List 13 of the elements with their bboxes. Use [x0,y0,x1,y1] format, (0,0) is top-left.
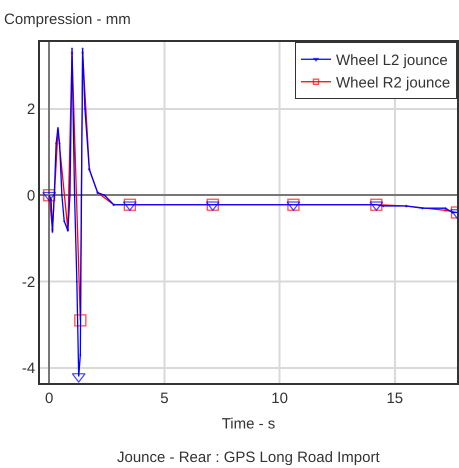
x-axis-title: Time - s [222,415,276,432]
y-tick-label: -2 [22,274,36,291]
legend-label: Wheel R2 jounce [336,74,450,92]
x-tick-label: 0 [45,390,54,407]
y-tick-label: 2 [26,101,36,118]
y-axis-title: Compression - mm [4,11,131,28]
x-tick-label: 15 [386,390,404,407]
text: Jounce - Rear : GPS Long Road Import [117,449,380,466]
y-tick-label: 0 [26,187,36,204]
x-tick-label: 10 [271,390,288,407]
legend-label: Wheel L2 jounce [336,52,448,70]
y-tick-label: -4 [22,360,36,378]
x-tick-label: 5 [160,390,169,407]
